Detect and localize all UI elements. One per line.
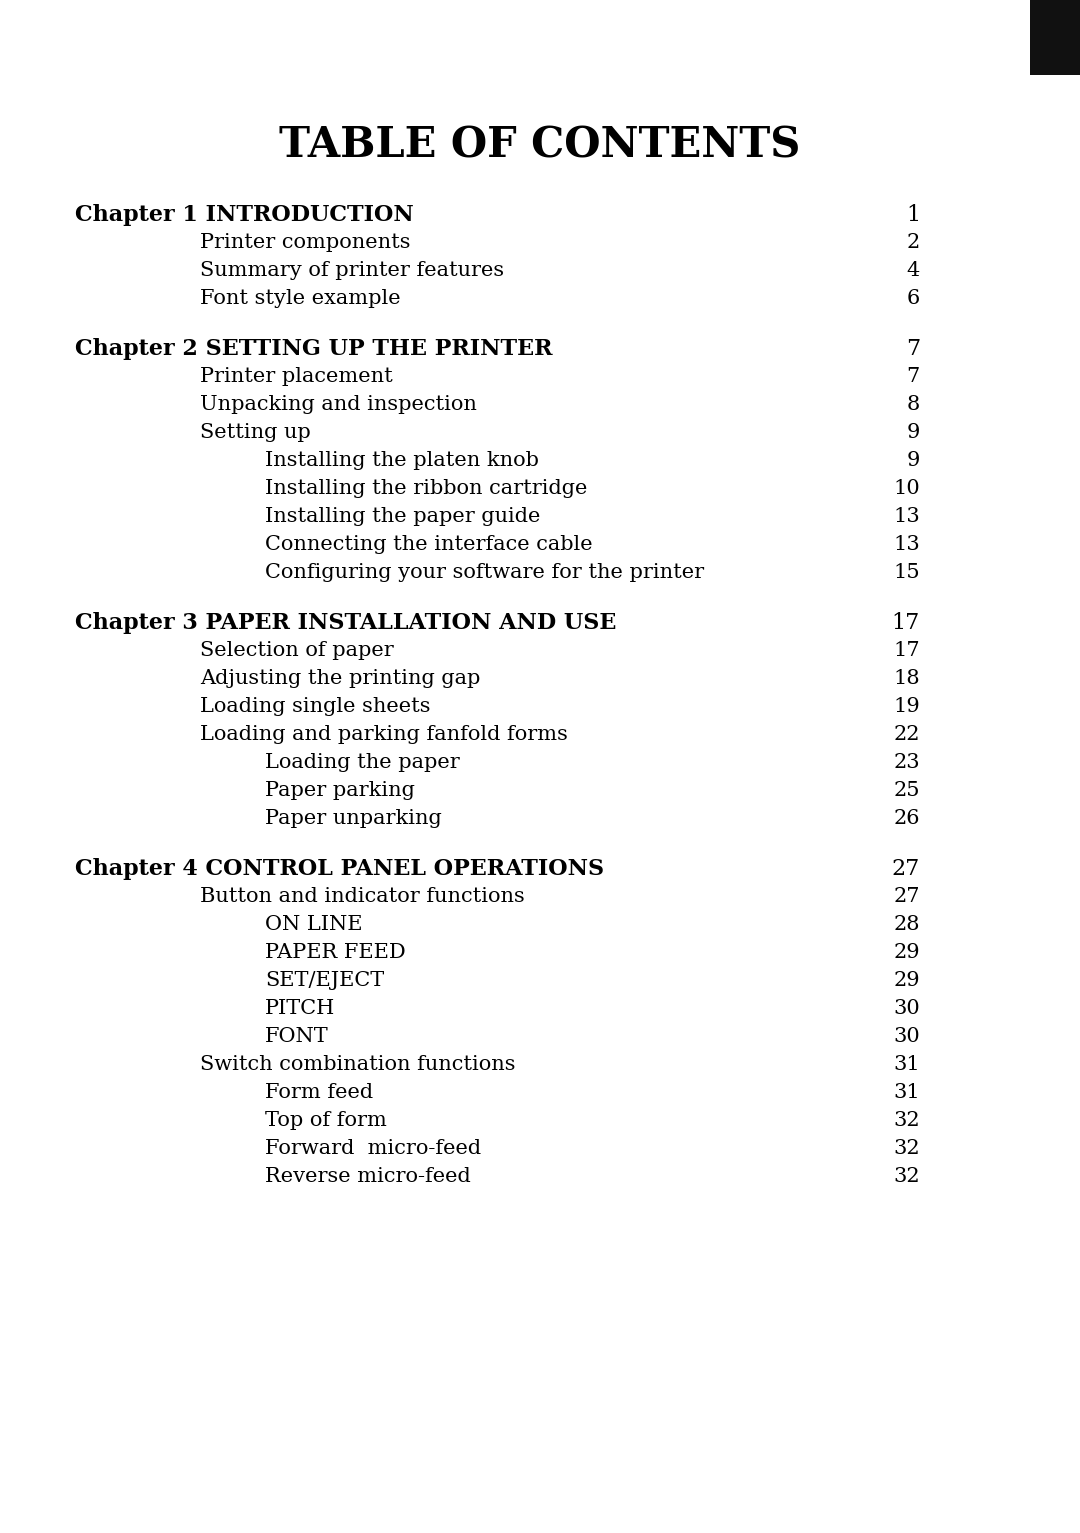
- Text: 1: 1: [906, 204, 920, 225]
- Text: Setting up: Setting up: [200, 423, 311, 443]
- Text: 7: 7: [906, 337, 920, 360]
- Text: Installing the platen knob: Installing the platen knob: [265, 452, 539, 471]
- Text: 13: 13: [893, 507, 920, 526]
- Text: 32: 32: [893, 1139, 920, 1159]
- Text: 31: 31: [893, 1084, 920, 1102]
- Text: 29: 29: [893, 972, 920, 990]
- Text: Connecting the interface cable: Connecting the interface cable: [265, 535, 593, 555]
- Text: SET/EJECT: SET/EJECT: [265, 972, 384, 990]
- Text: 29: 29: [893, 943, 920, 963]
- Text: TABLE OF CONTENTS: TABLE OF CONTENTS: [280, 124, 800, 166]
- Text: 22: 22: [893, 725, 920, 745]
- Text: 2: 2: [907, 233, 920, 253]
- Text: 28: 28: [893, 915, 920, 935]
- Text: 32: 32: [893, 1111, 920, 1130]
- Text: Loading the paper: Loading the paper: [265, 754, 460, 773]
- Text: 9: 9: [906, 423, 920, 443]
- Text: Font style example: Font style example: [200, 290, 401, 308]
- Text: 18: 18: [893, 670, 920, 688]
- Text: Loading single sheets: Loading single sheets: [200, 698, 431, 716]
- Text: Adjusting the printing gap: Adjusting the printing gap: [200, 670, 481, 688]
- Text: Switch combination functions: Switch combination functions: [200, 1056, 515, 1075]
- Text: 27: 27: [892, 858, 920, 880]
- Text: 9: 9: [906, 452, 920, 471]
- Text: Chapter 2 SETTING UP THE PRINTER: Chapter 2 SETTING UP THE PRINTER: [75, 337, 553, 360]
- Text: Chapter 3 PAPER INSTALLATION AND USE: Chapter 3 PAPER INSTALLATION AND USE: [75, 612, 617, 635]
- Text: Button and indicator functions: Button and indicator functions: [200, 888, 525, 906]
- Text: Form feed: Form feed: [265, 1084, 373, 1102]
- Text: 27: 27: [893, 888, 920, 906]
- Text: 10: 10: [893, 480, 920, 498]
- Text: Summary of printer features: Summary of printer features: [200, 262, 504, 281]
- Text: ON LINE: ON LINE: [265, 915, 363, 935]
- Text: 31: 31: [893, 1056, 920, 1075]
- Text: Loading and parking fanfold forms: Loading and parking fanfold forms: [200, 725, 568, 745]
- Text: Chapter 1 INTRODUCTION: Chapter 1 INTRODUCTION: [75, 204, 414, 225]
- Text: 8: 8: [907, 396, 920, 414]
- Text: Printer placement: Printer placement: [200, 368, 393, 386]
- Text: 25: 25: [893, 782, 920, 800]
- Text: 15: 15: [893, 564, 920, 583]
- Text: 26: 26: [893, 809, 920, 828]
- Text: Forward  micro-feed: Forward micro-feed: [265, 1139, 481, 1159]
- Text: Installing the ribbon cartridge: Installing the ribbon cartridge: [265, 480, 588, 498]
- Text: PAPER FEED: PAPER FEED: [265, 943, 406, 963]
- Text: 30: 30: [893, 1000, 920, 1018]
- Text: Unpacking and inspection: Unpacking and inspection: [200, 396, 477, 414]
- Text: 7: 7: [907, 368, 920, 386]
- Text: Printer components: Printer components: [200, 233, 410, 253]
- Text: 23: 23: [893, 754, 920, 773]
- Text: 13: 13: [893, 535, 920, 555]
- Text: 17: 17: [892, 612, 920, 635]
- Text: Chapter 4 CONTROL PANEL OPERATIONS: Chapter 4 CONTROL PANEL OPERATIONS: [75, 858, 604, 880]
- Text: Reverse micro-feed: Reverse micro-feed: [265, 1168, 471, 1187]
- Text: Installing the paper guide: Installing the paper guide: [265, 507, 540, 526]
- Text: 19: 19: [893, 698, 920, 716]
- Text: 32: 32: [893, 1168, 920, 1187]
- Text: Top of form: Top of form: [265, 1111, 387, 1130]
- Text: Configuring your software for the printer: Configuring your software for the printe…: [265, 564, 704, 583]
- Text: Paper parking: Paper parking: [265, 782, 415, 800]
- Text: 4: 4: [907, 262, 920, 281]
- Text: PITCH: PITCH: [265, 1000, 335, 1018]
- Bar: [1030, 0, 1080, 75]
- Text: 6: 6: [907, 290, 920, 308]
- Text: 17: 17: [893, 641, 920, 661]
- Text: Paper unparking: Paper unparking: [265, 809, 442, 828]
- Text: FONT: FONT: [265, 1027, 328, 1047]
- Text: 30: 30: [893, 1027, 920, 1047]
- Text: Selection of paper: Selection of paper: [200, 641, 394, 661]
